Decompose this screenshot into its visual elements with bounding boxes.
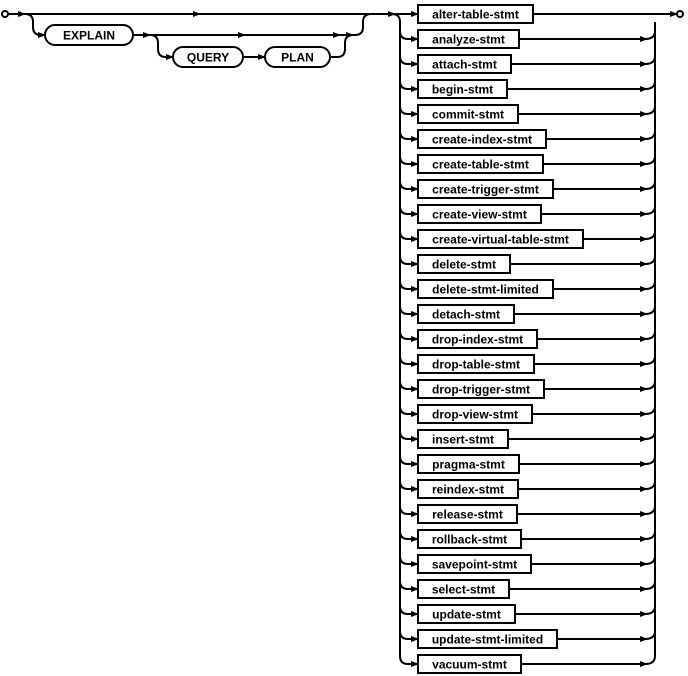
statement-box-alter-table-stmt[interactable] xyxy=(417,4,534,24)
statement-box-begin-stmt[interactable] xyxy=(417,79,508,99)
statement-label: create-view-stmt xyxy=(432,208,527,222)
statement-label: begin-stmt xyxy=(432,83,493,97)
statement-label: update-stmt xyxy=(432,608,501,622)
statement-label: create-table-stmt xyxy=(432,158,529,172)
statement-label: create-index-stmt xyxy=(432,133,532,147)
statement-box-drop-view-stmt[interactable] xyxy=(417,404,533,424)
statement-box-drop-trigger-stmt[interactable] xyxy=(417,379,545,399)
statement-label: select-stmt xyxy=(432,583,495,597)
statement-label: vacuum-stmt xyxy=(432,658,507,672)
statement-label: rollback-stmt xyxy=(432,533,507,547)
statement-box-reindex-stmt[interactable] xyxy=(417,479,519,499)
prefix-section: EXPLAIN QUERY PLAN xyxy=(1,10,396,68)
statement-box-create-virtual-table-stmt[interactable] xyxy=(417,229,584,249)
explain-branch xyxy=(24,13,46,38)
start-terminal xyxy=(1,10,9,18)
statement-label: create-virtual-table-stmt xyxy=(432,233,569,247)
statement-label: drop-view-stmt xyxy=(432,408,518,422)
plan-label: PLAN xyxy=(281,51,314,65)
statement-choices: alter-table-stmt analyze-stmt attach-stmt b… xyxy=(391,4,678,674)
left-rail xyxy=(391,13,401,656)
statement-label: update-stmt-limited xyxy=(432,633,543,647)
statement-label: pragma-stmt xyxy=(432,458,505,472)
statement-box-update-stmt[interactable] xyxy=(417,604,516,624)
statement-box-drop-table-stmt[interactable] xyxy=(417,354,535,374)
statement-box-analyze-stmt[interactable] xyxy=(417,29,520,49)
statement-box-pragma-stmt[interactable] xyxy=(417,454,520,474)
statement-box-delete-stmt-limited[interactable] xyxy=(417,279,554,299)
statement-box-delete-stmt[interactable] xyxy=(417,254,511,274)
statement-label: delete-stmt xyxy=(432,258,496,272)
statement-label: attach-stmt xyxy=(432,58,497,72)
statement-box-create-trigger-stmt[interactable] xyxy=(417,179,554,199)
statement-label: detach-stmt xyxy=(432,308,500,322)
query-label: QUERY xyxy=(187,51,229,65)
statement-box-create-view-stmt[interactable] xyxy=(417,204,542,224)
statement-box-create-index-stmt[interactable] xyxy=(417,129,547,149)
statement-label: drop-index-stmt xyxy=(432,333,523,347)
statement-box-detach-stmt[interactable] xyxy=(417,304,515,324)
statement-box-update-stmt-limited[interactable] xyxy=(417,629,558,649)
statement-box-select-stmt[interactable] xyxy=(417,579,510,599)
statement-box-savepoint-stmt[interactable] xyxy=(417,554,532,574)
statement-label: insert-stmt xyxy=(432,433,494,447)
statement-label: reindex-stmt xyxy=(432,483,504,497)
statement-box-drop-index-stmt[interactable] xyxy=(417,329,538,349)
statement-box-create-table-stmt[interactable] xyxy=(417,154,544,174)
statement-label: create-trigger-stmt xyxy=(432,183,539,197)
statement-box-rollback-stmt[interactable] xyxy=(417,529,522,549)
statement-label: release-stmt xyxy=(432,508,503,522)
end-terminal xyxy=(676,10,684,18)
statement-label: drop-trigger-stmt xyxy=(432,383,530,397)
statement-label: alter-table-stmt xyxy=(432,8,519,22)
statement-box-commit-stmt[interactable] xyxy=(417,104,519,124)
statement-box-attach-stmt[interactable] xyxy=(417,54,512,74)
statement-box-vacuum-stmt[interactable] xyxy=(417,654,522,674)
statement-label: analyze-stmt xyxy=(432,33,505,47)
statement-box-insert-stmt[interactable] xyxy=(417,429,509,449)
statement-label: commit-stmt xyxy=(432,108,504,122)
statement-box-release-stmt[interactable] xyxy=(417,504,518,524)
statement-label: drop-table-stmt xyxy=(432,358,520,372)
statement-label: savepoint-stmt xyxy=(432,558,517,572)
statement-label: delete-stmt-limited xyxy=(432,283,539,297)
query-plan-branch xyxy=(149,34,174,60)
explain-label: EXPLAIN xyxy=(63,29,115,43)
